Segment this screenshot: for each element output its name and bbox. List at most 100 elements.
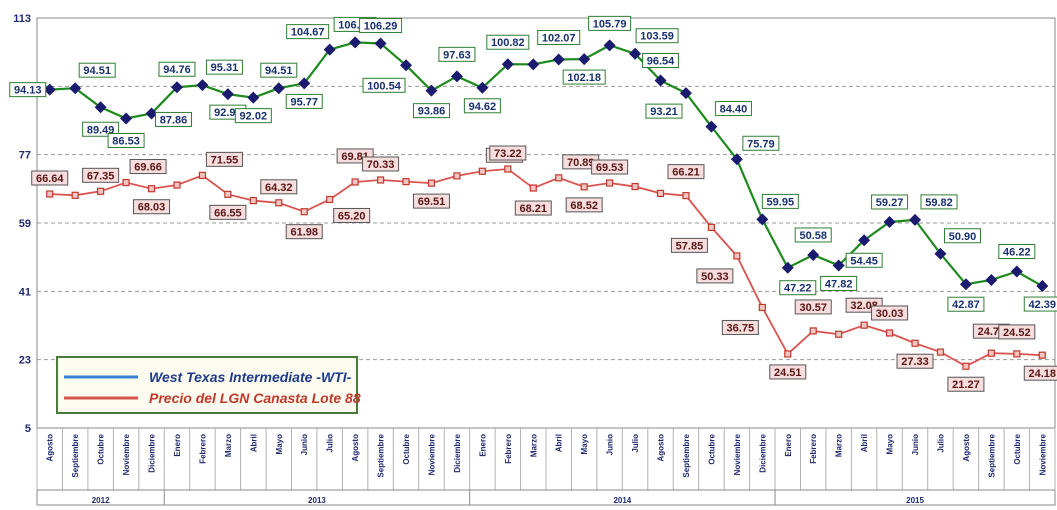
wti-point (120, 112, 133, 125)
wti-data-label: 47.82 (825, 278, 853, 290)
wti-point (298, 77, 311, 90)
x-tick-label: Septiembre (71, 433, 80, 477)
wti-point (272, 82, 285, 95)
x-tick-label: Abril (249, 434, 258, 452)
wti-point (909, 213, 922, 226)
wti-label-box (742, 135, 780, 151)
x-tick-label: Noviembre (733, 433, 742, 475)
x-tick-label: Septiembre (987, 433, 996, 477)
series-line-lgn (49, 168, 1043, 368)
wti-label-box (998, 244, 1036, 260)
lgn-data-label: 68.21 (520, 203, 548, 215)
wti-label-box (943, 228, 981, 244)
wti-point (578, 53, 591, 66)
lgn-label-box (591, 159, 629, 175)
lgn-point (784, 350, 792, 358)
x-tick-label: Febrero (198, 434, 207, 464)
lgn-point (173, 181, 181, 189)
wti-label-box (412, 103, 450, 119)
lgn-data-label: 66.55 (214, 207, 242, 219)
x-tick-label: Mayo (886, 434, 895, 455)
wti-label-box (642, 52, 680, 68)
wti-label-box (158, 61, 196, 77)
lgn-point (427, 179, 436, 187)
wti-point (832, 259, 845, 272)
x-tick-label: Abril (860, 434, 869, 452)
lgn-label-box (31, 170, 69, 186)
lgn-point (809, 327, 817, 335)
wti-label-box (562, 69, 606, 85)
lgn-point (860, 321, 868, 329)
wti-point (501, 58, 514, 71)
wti-point (883, 215, 896, 228)
wti-data-label: 94.62 (469, 101, 497, 113)
wti-point (527, 58, 540, 71)
lgn-point (682, 192, 690, 200)
x-tick-label: Agosto (657, 434, 666, 462)
lgn-label-box (998, 324, 1036, 340)
wti-data-label: 59.82 (925, 197, 953, 209)
wti-data-label: 94.51 (265, 65, 293, 77)
lgn-label-box (489, 145, 527, 161)
wti-data-label: 102.18 (567, 72, 601, 84)
wti-point (552, 53, 565, 66)
lgn-data-label: 69.53 (596, 162, 624, 174)
wti-label-box (285, 93, 323, 109)
lgn-data-label: 32.08 (850, 300, 878, 312)
wti-label-box (845, 252, 883, 268)
wti-data-label: 42.39 (1029, 299, 1057, 311)
wti-data-label: 46.22 (1003, 247, 1031, 259)
x-tick-label: Diciembre (148, 433, 157, 472)
lgn-label-box (362, 156, 400, 172)
lgn-label-box (670, 237, 708, 253)
wti-label-box (82, 121, 120, 137)
wti-label-box (588, 15, 632, 31)
x-tick-label: Junio (300, 434, 309, 455)
y-tick-label: 77 (19, 150, 31, 162)
lgn-point (453, 172, 461, 180)
wti-point (756, 213, 769, 226)
wti-point (170, 81, 183, 94)
x-tick-label: Octubre (402, 433, 411, 464)
x-tick-label: Mayo (275, 434, 284, 455)
x-tick-label: Noviembre (427, 433, 436, 475)
wti-label-box (78, 62, 116, 78)
wti-point (679, 87, 692, 100)
x-tick-label: Abril (555, 434, 564, 452)
x-tick-label: Noviembre (122, 433, 131, 475)
wti-data-label: 94.51 (83, 65, 111, 77)
lgn-point (631, 182, 639, 191)
x-tick-label: Septiembre (377, 433, 386, 477)
wti-data-label: 95.31 (211, 62, 239, 74)
x-tick-label: Marzo (224, 434, 233, 457)
wti-data-label: 92.02 (240, 111, 268, 123)
x-tick-label: Marzo (529, 434, 538, 457)
wti-label-box (794, 227, 832, 243)
wti-label-box (234, 108, 272, 124)
wti-point (1010, 265, 1023, 278)
lgn-point (835, 330, 843, 338)
x-tick-label: Mayo (580, 434, 589, 455)
x-tick-label: Agosto (351, 434, 360, 462)
lgn-point (326, 195, 334, 204)
x-tick-label: Agosto (962, 434, 971, 462)
lgn-point (1013, 350, 1021, 358)
wti-point (654, 74, 667, 87)
wti-data-label: 102.07 (542, 32, 576, 44)
wti-point (425, 84, 438, 97)
x-tick-label: Septiembre (682, 433, 691, 477)
wti-data-label: 100.82 (491, 37, 525, 49)
lgn-point (224, 190, 232, 198)
wti-point (349, 36, 362, 49)
x-tick-label: Octubre (97, 433, 106, 464)
x-tick-label: Julio (631, 434, 640, 453)
lgn-data-label: 57.85 (676, 240, 704, 252)
lgn-point (46, 190, 54, 198)
lgn-point (300, 208, 308, 216)
x-tick-label: Marzo (835, 434, 844, 457)
lgn-point (249, 197, 257, 205)
legend-label-wti: West Texas Intermediate -WTI- (149, 369, 352, 385)
lgn-point (147, 185, 156, 193)
lgn-data-label: 30.57 (799, 302, 827, 314)
